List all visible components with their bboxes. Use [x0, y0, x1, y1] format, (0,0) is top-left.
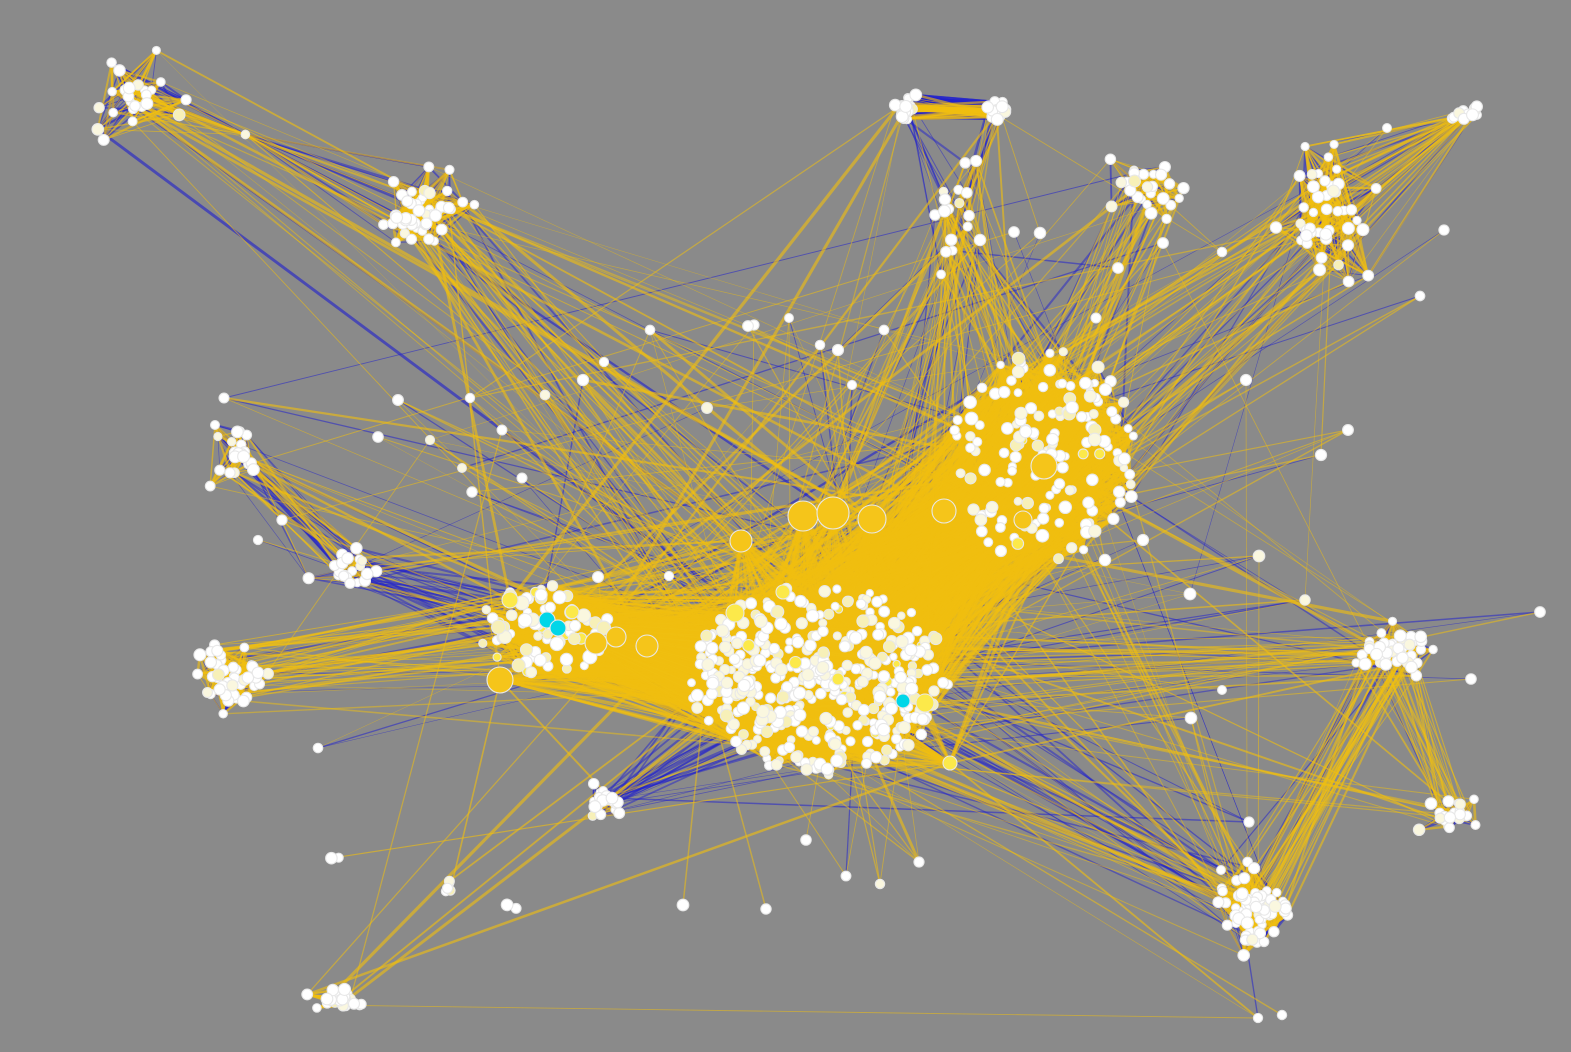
graph-edge: [97, 108, 134, 130]
graph-edge: [914, 655, 1238, 882]
graph-edge: [229, 472, 309, 579]
graph-edge: [428, 166, 464, 203]
graph-edge: [602, 768, 817, 801]
graph-edge: [935, 637, 1261, 934]
graph-edge: [338, 407, 708, 576]
graph-edge: [119, 69, 162, 83]
graph-edge: [617, 769, 829, 803]
graph-edge: [96, 62, 113, 130]
graph-edge: [111, 49, 157, 93]
graph-edge: [907, 97, 968, 194]
graph-edge: [245, 134, 397, 243]
graph-edge: [234, 456, 346, 575]
graph-edge: [97, 70, 121, 130]
graph-edge: [209, 441, 233, 487]
graph-edge: [396, 216, 834, 514]
graph-edge: [905, 106, 946, 200]
graph-edge: [1189, 174, 1313, 595]
graph-edge: [1109, 159, 1113, 207]
graph-edge: [874, 611, 1541, 664]
graph-edge: [914, 611, 1541, 699]
graph-edge: [933, 690, 1250, 823]
graph-edge: [448, 169, 464, 203]
graph-edge: [102, 101, 132, 141]
graph-edge: [611, 797, 1250, 823]
